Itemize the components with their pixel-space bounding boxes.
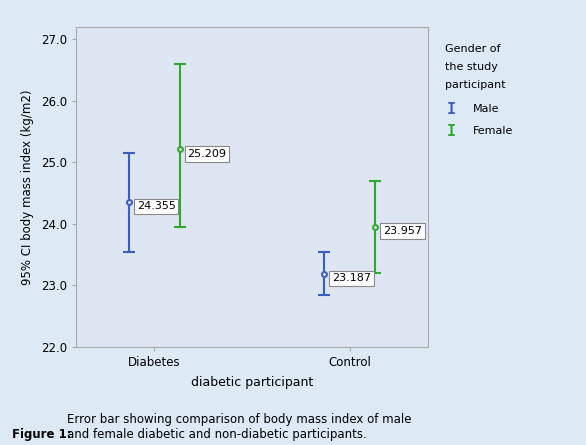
Text: participant: participant <box>445 80 506 90</box>
Text: I: I <box>447 101 456 117</box>
Text: I: I <box>447 124 456 139</box>
Text: 25.209: 25.209 <box>188 149 227 159</box>
Y-axis label: 95% CI body mass index (kg/m2): 95% CI body mass index (kg/m2) <box>21 89 34 285</box>
Text: 23.957: 23.957 <box>383 226 422 236</box>
Text: Male: Male <box>473 104 499 114</box>
Text: Gender of: Gender of <box>445 44 501 54</box>
Text: 24.355: 24.355 <box>137 202 176 211</box>
X-axis label: diabetic participant: diabetic participant <box>191 376 313 389</box>
Text: 23.187: 23.187 <box>332 273 371 283</box>
Text: Error bar showing comparison of body mass index of male
and female diabetic and : Error bar showing comparison of body mas… <box>67 413 412 441</box>
Text: Female: Female <box>473 126 513 136</box>
Text: Figure 1:: Figure 1: <box>12 428 71 441</box>
Text: the study: the study <box>445 62 498 72</box>
